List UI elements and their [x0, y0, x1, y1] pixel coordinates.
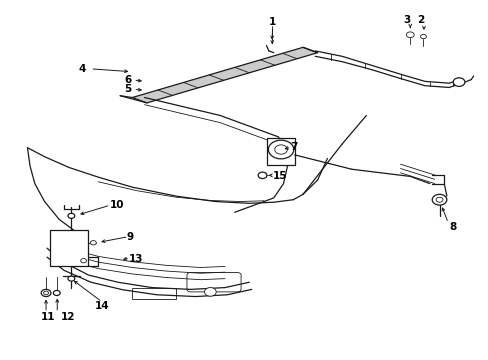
Polygon shape: [132, 47, 317, 103]
Circle shape: [68, 276, 75, 281]
Bar: [50, 230, 88, 266]
Circle shape: [420, 35, 426, 39]
Circle shape: [68, 213, 75, 219]
Text: 3: 3: [403, 15, 409, 26]
Text: 4: 4: [78, 64, 85, 74]
Text: 11: 11: [41, 312, 56, 322]
Text: 12: 12: [61, 312, 75, 322]
Circle shape: [41, 289, 51, 297]
Text: 6: 6: [124, 75, 131, 85]
Text: 5: 5: [124, 84, 131, 94]
Circle shape: [90, 240, 96, 245]
Circle shape: [406, 32, 413, 38]
Text: 14: 14: [95, 301, 109, 311]
Bar: [132, 288, 176, 299]
Text: 9: 9: [126, 232, 133, 242]
Circle shape: [268, 140, 293, 159]
Circle shape: [53, 291, 60, 296]
Circle shape: [81, 258, 86, 263]
Circle shape: [274, 145, 287, 154]
Bar: [267, 138, 294, 165]
Text: 8: 8: [448, 222, 456, 231]
Text: 2: 2: [417, 15, 424, 26]
FancyBboxPatch shape: [186, 273, 241, 292]
Text: 1: 1: [268, 17, 276, 27]
Text: 13: 13: [129, 254, 143, 264]
Text: 7: 7: [289, 142, 297, 152]
Circle shape: [204, 288, 216, 296]
Text: 15: 15: [272, 171, 286, 181]
Circle shape: [431, 194, 446, 205]
Circle shape: [452, 78, 464, 86]
Text: 10: 10: [109, 200, 123, 210]
Circle shape: [43, 291, 48, 295]
Circle shape: [258, 172, 266, 179]
Circle shape: [435, 197, 442, 202]
